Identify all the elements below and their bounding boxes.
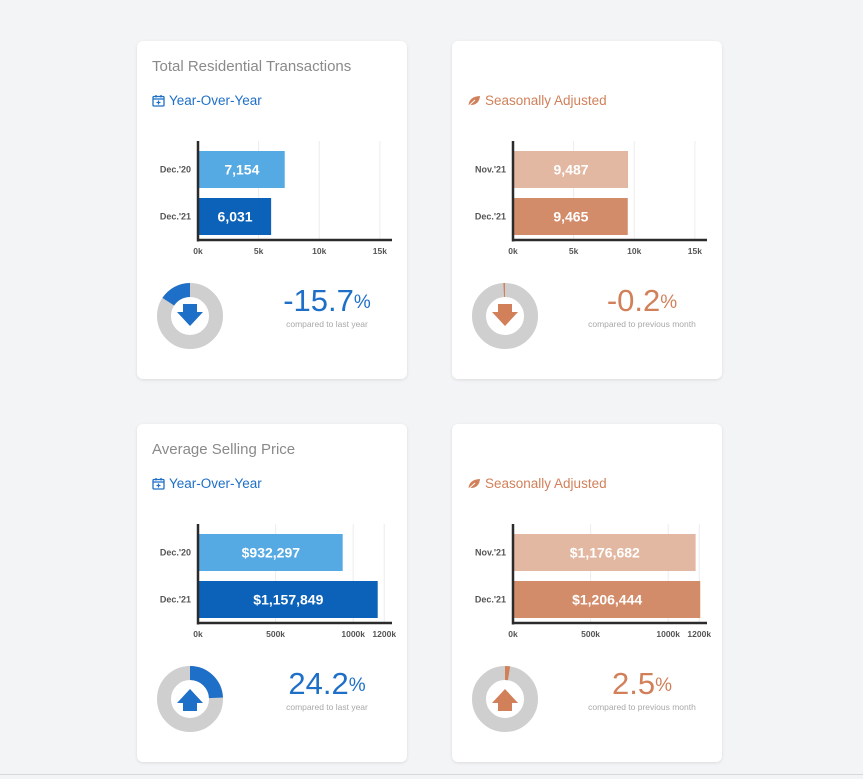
donut-arc bbox=[157, 666, 223, 732]
change-unit: % bbox=[660, 292, 678, 313]
bar-value-label: 7,154 bbox=[224, 162, 259, 178]
arrow-down-icon bbox=[492, 304, 518, 326]
x-tick-label: 1200k bbox=[372, 629, 396, 639]
change-donut bbox=[157, 666, 223, 732]
change-caption: compared to last year bbox=[286, 702, 368, 712]
bar-chart: $932,297 Dec.'20 $1,157,849 Dec.'21 0k 500k 10… bbox=[160, 524, 396, 639]
category-label: Nov.'21 bbox=[475, 165, 506, 175]
bar bbox=[514, 534, 696, 571]
bar-chart: 9,487 Nov.'21 9,465 Dec.'21 0k 5k 10k 15k bbox=[475, 141, 707, 256]
bar-value-label: $1,157,849 bbox=[253, 592, 323, 608]
x-tick-label: 10k bbox=[312, 246, 326, 256]
bar-value-label: 6,031 bbox=[218, 209, 253, 225]
change-unit: % bbox=[655, 675, 672, 696]
bar-value-label: 9,465 bbox=[553, 209, 588, 225]
x-tick-label: 500k bbox=[581, 629, 600, 639]
card-subtitle-text: Seasonally Adjusted bbox=[485, 93, 607, 108]
x-tick-label: 500k bbox=[266, 629, 285, 639]
card-title: Average Selling Price bbox=[152, 441, 296, 458]
category-label: Dec.'20 bbox=[160, 548, 191, 558]
x-tick-label: 15k bbox=[688, 246, 702, 256]
card-subtitle: Seasonally Adjusted bbox=[467, 476, 607, 491]
price-yoy-card: Average Selling Price Year-Over-Year $93… bbox=[137, 424, 407, 762]
category-label: Dec.'21 bbox=[475, 212, 506, 222]
change-unit: % bbox=[348, 675, 366, 696]
page-bottom-divider bbox=[0, 774, 863, 775]
arrow-down-icon bbox=[177, 304, 203, 326]
change-donut bbox=[472, 666, 538, 732]
change-unit: % bbox=[353, 292, 371, 313]
donut-arc bbox=[157, 283, 223, 349]
bar bbox=[199, 151, 285, 188]
category-label: Nov.'21 bbox=[475, 548, 506, 558]
bar-value-label: $932,297 bbox=[242, 545, 301, 561]
card-subtitle: Year-Over-Year bbox=[152, 93, 262, 108]
category-label: Dec.'21 bbox=[475, 595, 506, 605]
bar-chart: 7,154 Dec.'20 6,031 Dec.'21 0k 5k 10k 15k bbox=[160, 141, 392, 256]
card-subtitle-text: Year-Over-Year bbox=[169, 93, 262, 108]
x-tick-label: 1000k bbox=[656, 629, 680, 639]
bar-chart: $1,176,682 Nov.'21 $1,206,444 Dec.'21 0k 500k… bbox=[475, 524, 711, 639]
change-caption: compared to previous month bbox=[588, 319, 696, 329]
bar-value-label: $1,206,444 bbox=[572, 592, 642, 608]
card-subtitle-text: Seasonally Adjusted bbox=[485, 476, 607, 491]
arrow-up-icon bbox=[492, 689, 518, 711]
change-caption: compared to previous month bbox=[588, 702, 696, 712]
transactions-yoy-card: Total Residential Transactions Year-Over… bbox=[137, 41, 407, 379]
category-label: Dec.'20 bbox=[160, 165, 191, 175]
x-tick-label: 1200k bbox=[687, 629, 711, 639]
price-seasonal-card: Seasonally Adjusted $1,176,682 Nov.'21 $1,… bbox=[452, 424, 722, 762]
leaf-icon bbox=[467, 478, 481, 490]
bar bbox=[199, 534, 343, 571]
x-tick-label: 10k bbox=[627, 246, 641, 256]
change-value: 24.2 bbox=[288, 666, 349, 701]
x-tick-label: 0k bbox=[193, 629, 203, 639]
category-label: Dec.'21 bbox=[160, 595, 191, 605]
leaf-icon bbox=[467, 95, 481, 107]
change-caption: compared to last year bbox=[286, 319, 368, 329]
change-value: -15.7 bbox=[283, 283, 354, 318]
bar bbox=[514, 151, 629, 188]
card-subtitle: Year-Over-Year bbox=[152, 476, 262, 491]
change-percent: -0.2% bbox=[560, 284, 724, 318]
x-tick-label: 5k bbox=[569, 246, 579, 256]
x-tick-label: 5k bbox=[254, 246, 264, 256]
card-title: Total Residential Transactions bbox=[152, 58, 352, 75]
change-donut bbox=[157, 283, 223, 349]
x-tick-label: 0k bbox=[193, 246, 203, 256]
arrow-up-icon bbox=[177, 689, 203, 711]
x-tick-label: 1000k bbox=[341, 629, 365, 639]
change-percent: 24.2% bbox=[245, 667, 409, 701]
x-tick-label: 0k bbox=[508, 629, 518, 639]
bar-value-label: 9,487 bbox=[553, 162, 588, 178]
card-subtitle: Seasonally Adjusted bbox=[467, 93, 607, 108]
change-percent: 2.5% bbox=[560, 667, 724, 701]
calendar-icon bbox=[152, 94, 165, 107]
card-subtitle-text: Year-Over-Year bbox=[169, 476, 262, 491]
x-tick-label: 15k bbox=[373, 246, 387, 256]
bar bbox=[199, 198, 272, 235]
bar-value-label: $1,176,682 bbox=[570, 545, 640, 561]
change-donut bbox=[472, 283, 538, 349]
transactions-seasonal-card: Seasonally Adjusted 9,487 Nov.'21 9,465 Dec… bbox=[452, 41, 722, 379]
donut-arc bbox=[472, 283, 538, 349]
bar bbox=[514, 198, 628, 235]
change-percent: -15.7% bbox=[245, 284, 409, 318]
change-value: 2.5 bbox=[611, 666, 656, 701]
calendar-icon bbox=[152, 477, 165, 490]
change-value: -0.2 bbox=[606, 283, 661, 318]
bar bbox=[514, 581, 701, 618]
bar bbox=[199, 581, 378, 618]
x-tick-label: 0k bbox=[508, 246, 518, 256]
donut-arc bbox=[472, 666, 538, 732]
category-label: Dec.'21 bbox=[160, 212, 191, 222]
